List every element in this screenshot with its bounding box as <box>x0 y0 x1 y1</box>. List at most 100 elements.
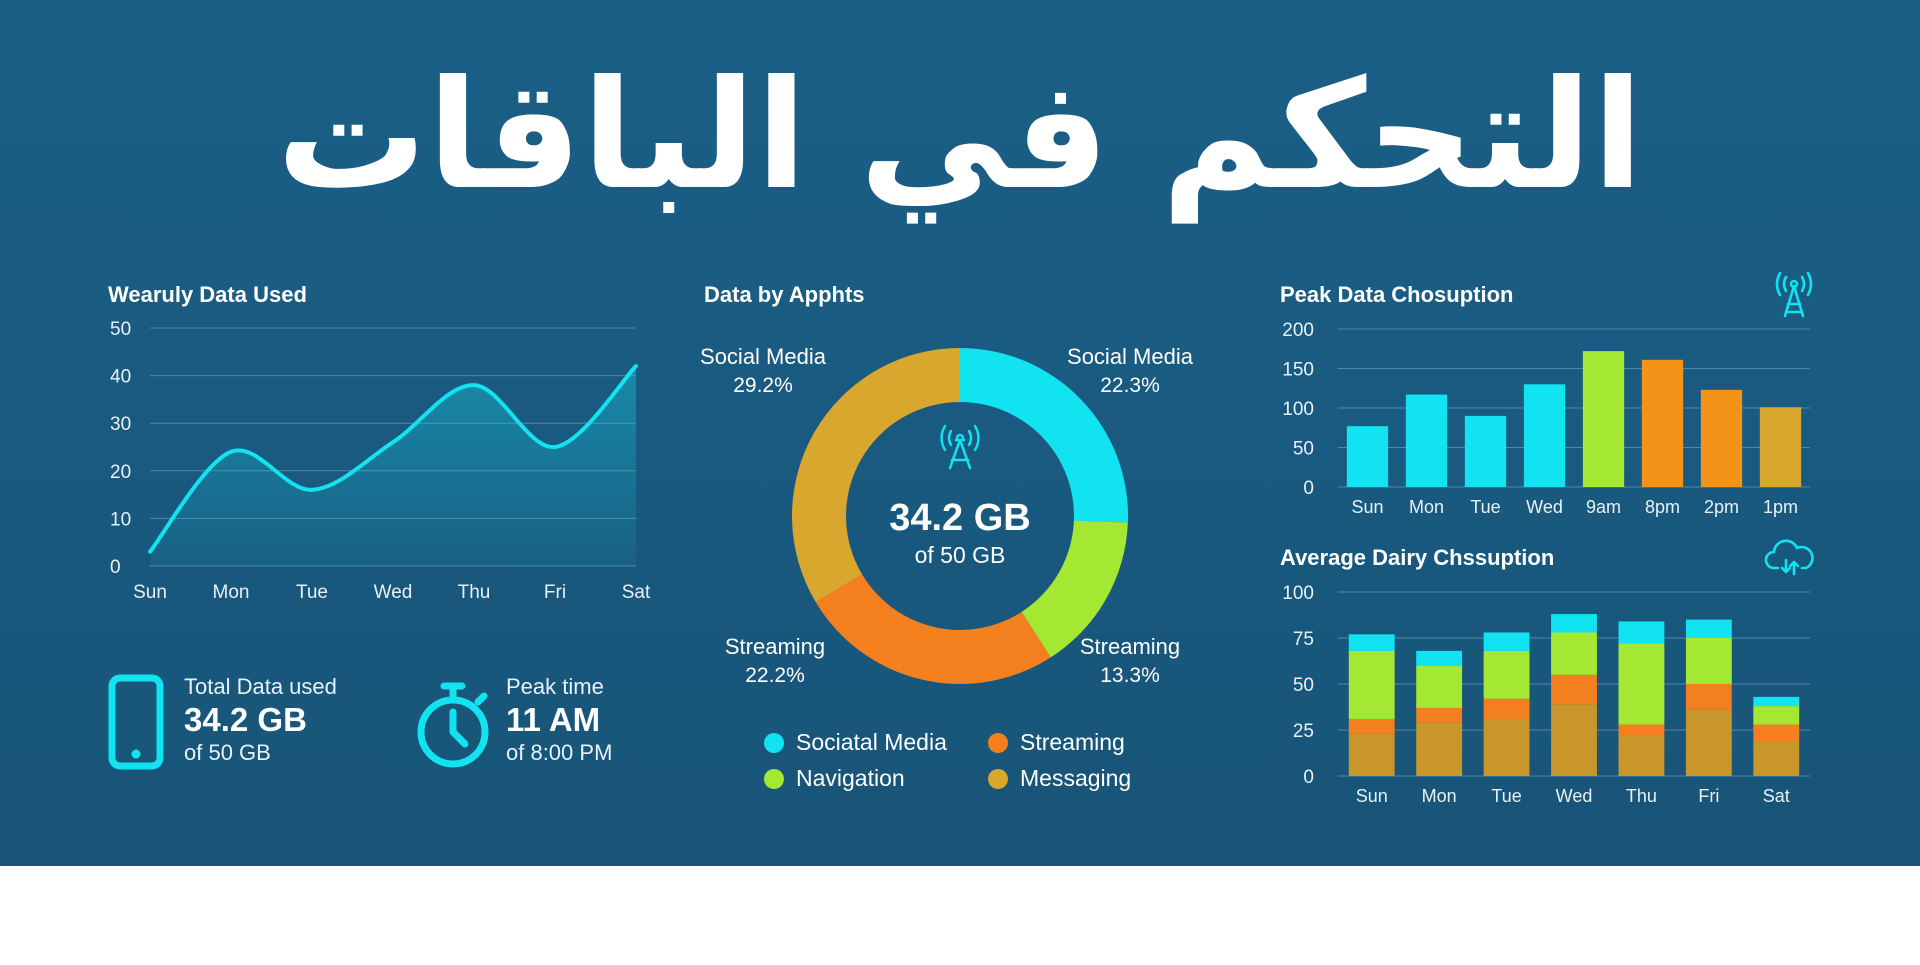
x-tick-label: 8pm <box>1645 497 1680 517</box>
x-tick-label: Mon <box>1422 786 1457 806</box>
stacked-bar-segment <box>1685 619 1732 638</box>
x-tick-label: Sun <box>1351 497 1383 517</box>
stacked-bar-segment <box>1685 709 1732 776</box>
weekly-area-chart: 0 10 20 30 40 50 Sun Mon Tue Wed Thu Fri Sat <box>110 319 651 603</box>
antenna-icon <box>1775 272 1813 318</box>
x-tick-label: Sun <box>1356 786 1388 806</box>
stacked-bar-segment <box>1618 724 1665 736</box>
x-tick-label: 1pm <box>1763 497 1798 517</box>
legend-item: Sociatal Media <box>764 729 947 756</box>
donut-slice <box>1021 520 1128 658</box>
legend-item: Messaging <box>988 765 1131 792</box>
stacked-bar-segment <box>1685 684 1732 710</box>
bar <box>1700 389 1743 487</box>
dashboard-panel: التحكم في الباقات Wearuly Data Used 0 10 2… <box>0 0 1920 866</box>
y-tick-label: 100 <box>1282 583 1314 604</box>
x-tick-label: Thu <box>1626 786 1657 806</box>
stacked-bar-segment <box>1416 707 1463 723</box>
x-tick-label: Tue <box>1470 497 1500 517</box>
stat-label: Total Data used <box>184 674 337 699</box>
stacked-bar-segment <box>1753 696 1800 707</box>
donut-chart-title: Data by Apphts <box>704 282 865 307</box>
slice-value: 29.2% <box>733 374 793 397</box>
slice-label: Social Media <box>1067 344 1194 369</box>
y-tick-label: 25 <box>1293 721 1314 742</box>
stacked-bar-segment <box>1753 741 1800 776</box>
x-tick-label: Wed <box>1526 497 1563 517</box>
legend-swatch <box>764 768 784 789</box>
y-tick-label: 75 <box>1293 629 1314 650</box>
donut-slice <box>815 574 1051 684</box>
stacked-bar-segment <box>1416 722 1463 776</box>
stat-label: Peak time <box>506 674 604 699</box>
legend-swatch <box>988 768 1008 789</box>
donut-slice <box>960 348 1128 523</box>
bar <box>1405 394 1448 487</box>
y-tick-label: 20 <box>110 462 131 483</box>
x-tick-label: 2pm <box>1704 497 1739 517</box>
stacked-bar-segment <box>1348 634 1395 651</box>
stacked-bar-segment <box>1483 718 1530 776</box>
antenna-icon <box>940 424 980 452</box>
x-tick-label: Wed <box>1556 786 1593 806</box>
peak-chart-title: Peak Data Chosuption <box>1280 282 1514 307</box>
series-line <box>148 364 638 554</box>
y-tick-label: 50 <box>110 319 131 340</box>
bar <box>1523 384 1566 487</box>
stat-sub: of 8:00 PM <box>506 740 613 765</box>
x-tick-label: Fri <box>544 582 566 603</box>
antenna-icon <box>955 433 965 443</box>
stacked-bar-segment <box>1551 674 1597 705</box>
donut-slice <box>792 348 960 603</box>
stacked-bar-segment <box>1483 698 1530 719</box>
x-tick-label: Thu <box>458 582 491 603</box>
x-tick-label: Mon <box>213 582 250 603</box>
antenna-icon <box>948 438 972 470</box>
stacked-bar-segment <box>1348 650 1395 719</box>
stacked-bar-segment <box>1348 733 1395 776</box>
slice-value: 22.3% <box>1100 374 1160 397</box>
x-tick-label: Fri <box>1698 786 1719 806</box>
legend-item: Streaming <box>988 729 1125 756</box>
stacked-bar-segment <box>1753 724 1800 742</box>
peak-bar-chart: 0 50 100 150 200 Sun Mon Tue Wed 9am 8pm 2pm 1pm <box>1282 320 1810 517</box>
page-title: التحكم في الباقات <box>276 49 1644 223</box>
x-tick-label: Sat <box>622 582 651 603</box>
legend-label: Navigation <box>796 765 905 791</box>
slice-value: 22.2% <box>745 664 805 687</box>
stacked-bar-segment <box>1685 638 1732 684</box>
y-tick-label: 50 <box>1293 439 1314 460</box>
y-tick-label: 30 <box>110 414 131 435</box>
x-tick-label: 9am <box>1586 497 1621 517</box>
slice-value: 13.3% <box>1100 664 1160 687</box>
stacked-bar-chart: 0 25 50 75 100 Sun Mon Tue Wed Thu Fri Sat <box>1282 583 1810 806</box>
legend-label: Messaging <box>1020 765 1132 791</box>
bar <box>1759 407 1802 487</box>
x-tick-label: Sat <box>1763 786 1790 806</box>
y-tick-label: 0 <box>110 557 121 578</box>
y-tick-label: 50 <box>1293 675 1314 696</box>
stat-value: 34.2 GB <box>184 701 307 738</box>
stacked-bar-segment <box>1416 650 1463 666</box>
bar <box>1346 426 1389 487</box>
daily-chart-title: Average Dairy Chssuption <box>1280 545 1555 570</box>
y-tick-label: 40 <box>110 367 131 388</box>
bar <box>1641 359 1684 487</box>
stacked-bar-segment <box>1483 632 1530 651</box>
stacked-bar-segment <box>1618 735 1665 776</box>
y-tick-label: 200 <box>1282 320 1314 341</box>
legend-swatch <box>764 732 784 753</box>
x-tick-label: Mon <box>1409 497 1444 517</box>
phone-icon <box>108 674 164 770</box>
legend-item: Navigation <box>764 765 905 792</box>
slice-label: Streaming <box>725 634 825 659</box>
x-tick-label: Wed <box>374 582 413 603</box>
bar <box>1582 351 1625 487</box>
cloud-icon <box>1764 539 1814 576</box>
stacked-bar-segment <box>1753 706 1800 725</box>
legend-label: Sociatal Media <box>796 729 947 755</box>
x-tick-label: Tue <box>1491 786 1521 806</box>
stat-sub: of 50 GB <box>184 740 271 765</box>
stacked-bar-segment <box>1551 632 1597 675</box>
x-tick-label: Sun <box>133 582 167 603</box>
